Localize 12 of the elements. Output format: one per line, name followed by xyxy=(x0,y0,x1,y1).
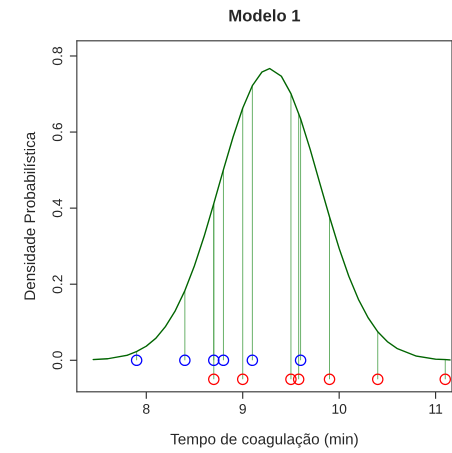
x-tick-label: 8 xyxy=(143,404,150,414)
x-tick-label: 11 xyxy=(429,404,442,414)
x-tick-label: 9 xyxy=(240,404,246,414)
chart-title: Modelo 1 xyxy=(229,9,300,22)
x-axis-title: Tempo de coagulação (min) xyxy=(170,433,358,448)
y-axis-title: Densidade Probabilística xyxy=(24,132,36,300)
y-tick-label: 0.0 xyxy=(52,351,62,370)
y-tick-label: 0.4 xyxy=(52,198,62,218)
y-tick-label: 0.2 xyxy=(52,275,62,294)
x-tick-label: 10 xyxy=(332,404,346,414)
y-tick-label: 0.6 xyxy=(52,123,62,142)
y-tick-label: 0.8 xyxy=(52,46,62,66)
